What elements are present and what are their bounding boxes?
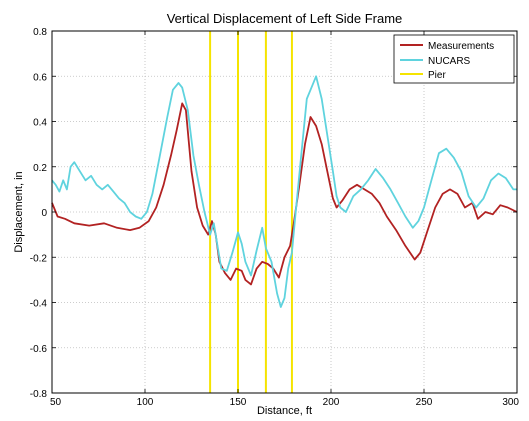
y-axis-ticks: -0.8 -0.6 -0.4 -0.2 0 0.2 0.4 0.6 0.8 [30,27,517,400]
x-axis-ticks: 50 100 150 200 250 300 [50,31,519,408]
y-tick-label: 0 [41,208,47,219]
legend-label-measurements: Measurements [428,41,494,52]
y-axis-label: Displacement, in [13,171,25,252]
legend: Measurements NUCARS Pier [393,34,515,84]
legend-label-pier: Pier [428,70,446,81]
legend-label-nucars: NUCARS [428,56,471,67]
y-tick-label: 0.6 [33,72,47,83]
x-tick-label: 250 [416,397,433,408]
pier-lines [209,31,293,393]
y-tick-label: -0.8 [30,389,48,400]
series-lines [51,75,518,308]
series-line-measurements [51,102,518,286]
y-tick-label: 0.8 [33,27,47,38]
x-tick-label: 150 [230,397,247,408]
x-tick-label: 50 [50,397,62,408]
y-tick-label: -0.4 [30,299,48,310]
x-axis-label: Distance, ft [257,405,312,417]
y-tick-label: 0.2 [33,163,47,174]
x-tick-label: 100 [137,397,154,408]
x-tick-label: 300 [502,397,519,408]
x-tick-label: 200 [323,397,340,408]
y-tick-label: 0.4 [33,118,47,129]
series-line-nucars [51,75,517,308]
y-tick-label: -0.6 [30,344,48,355]
chart-title: Vertical Displacement of Left Side Frame [167,11,403,26]
y-tick-label: -0.2 [30,253,48,264]
